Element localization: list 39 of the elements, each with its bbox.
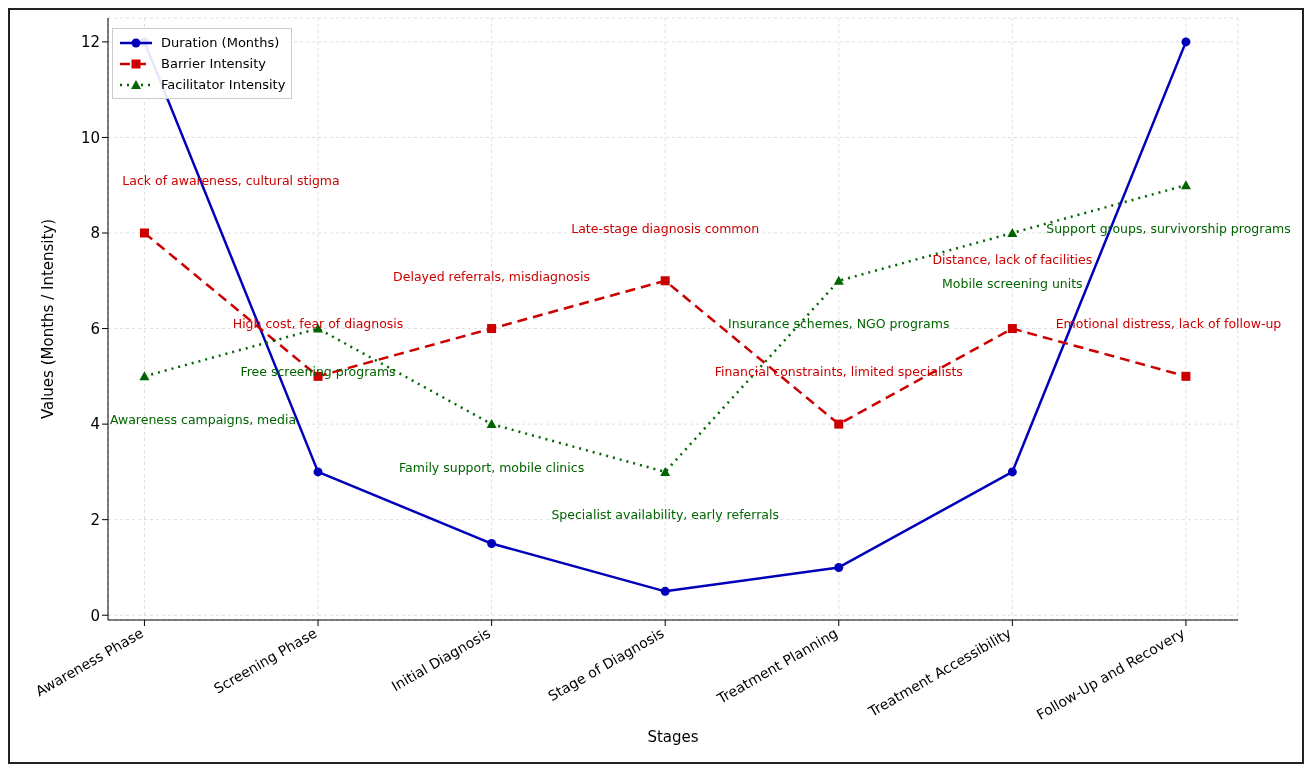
point <box>1180 180 1191 190</box>
point <box>139 371 150 381</box>
point <box>486 419 497 429</box>
y-axis-title: Values (Months / Intensity) <box>39 218 58 420</box>
y-tick-label: 4 <box>90 415 100 434</box>
point <box>139 228 149 238</box>
annotation: Insurance schemes, NGO programs <box>728 316 950 332</box>
point <box>1007 228 1018 237</box>
y-tick-label: 10 <box>80 128 100 147</box>
legend-label: Barrier Intensity <box>161 56 267 71</box>
annotation: Awareness campaigns, media <box>109 411 297 427</box>
point <box>1007 324 1017 334</box>
annotation: Mobile screening units <box>942 275 1083 291</box>
point <box>834 562 844 572</box>
point <box>660 586 670 596</box>
point <box>1007 467 1017 477</box>
point <box>313 467 323 477</box>
point <box>1181 371 1191 381</box>
point <box>487 324 497 334</box>
point <box>1181 37 1191 47</box>
y-tick-label: 2 <box>90 510 100 529</box>
annotation: Specialist availability, early referrals <box>551 507 779 523</box>
annotation: Late-stage diagnosis common <box>571 220 760 236</box>
annotation: Financial constraints, limited specialists <box>714 364 963 380</box>
annotation: Distance, lack of facilities <box>932 251 1093 267</box>
legend-label: Duration (Months) <box>161 35 280 50</box>
y-tick-label: 0 <box>90 606 100 625</box>
y-tick-label: 12 <box>80 33 100 52</box>
point <box>660 276 670 286</box>
annotation: Family support, mobile clinics <box>399 459 585 475</box>
y-tick-label: 6 <box>90 319 100 338</box>
point <box>833 275 844 285</box>
point <box>660 466 671 476</box>
point <box>834 419 844 429</box>
annotation: Delayed referrals, misdiagnosis <box>393 268 591 284</box>
x-axis-title: Stages <box>647 728 699 746</box>
point <box>487 539 497 549</box>
legend-label: Facilitator Intensity <box>161 77 286 92</box>
y-tick-label: 8 <box>90 224 100 243</box>
